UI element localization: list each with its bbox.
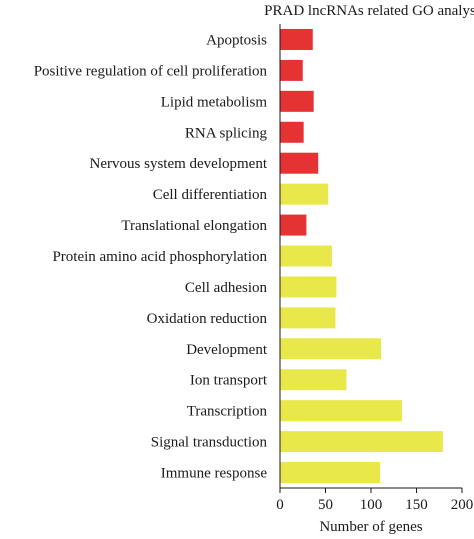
bar: [280, 276, 337, 298]
x-tick-label: 150: [405, 497, 428, 513]
category-label: Lipid metabolism: [161, 94, 268, 110]
x-tick-label: 0: [276, 497, 284, 513]
bar: [280, 90, 314, 112]
category-label: Nervous system development: [90, 156, 268, 172]
category-label: Ion transport: [190, 373, 268, 389]
x-axis-title: Number of genes: [319, 519, 422, 535]
chart-title: PRAD lncRNAs related GO analysis: [264, 3, 474, 19]
category-label: Cell adhesion: [185, 280, 268, 296]
bar: [280, 369, 347, 391]
bar: [280, 431, 443, 453]
bar: [280, 400, 402, 422]
category-label: Immune response: [161, 466, 268, 482]
bar: [280, 214, 307, 236]
bar: [280, 59, 303, 81]
category-label: Cell differentiation: [153, 187, 268, 203]
category-label: Transcription: [187, 404, 268, 420]
category-labels: Apoptosis Positive regulation of cell pro…: [34, 32, 268, 481]
x-tick-label: 200: [451, 497, 474, 513]
x-tick-label: 100: [360, 497, 383, 513]
category-label: Development: [186, 342, 268, 358]
bar: [280, 462, 381, 484]
bars-group: [280, 28, 443, 484]
category-label: Oxidation reduction: [147, 311, 268, 327]
bar: [280, 183, 329, 205]
category-label: Translational elongation: [121, 218, 267, 234]
bar: [280, 307, 336, 329]
category-label: Apoptosis: [206, 32, 267, 48]
x-axis-ticks: 0 50 100 150 200: [276, 488, 473, 513]
bar: [280, 338, 382, 360]
bar: [280, 121, 304, 143]
category-label: RNA splicing: [185, 125, 268, 141]
bar: [280, 28, 313, 50]
category-label: Positive regulation of cell proliferatio…: [34, 63, 268, 79]
bar: [280, 245, 332, 267]
bar: [280, 152, 319, 174]
category-label: Protein amino acid phosphorylation: [52, 249, 267, 265]
x-tick-label: 50: [318, 497, 333, 513]
category-label: Signal transduction: [151, 435, 268, 451]
